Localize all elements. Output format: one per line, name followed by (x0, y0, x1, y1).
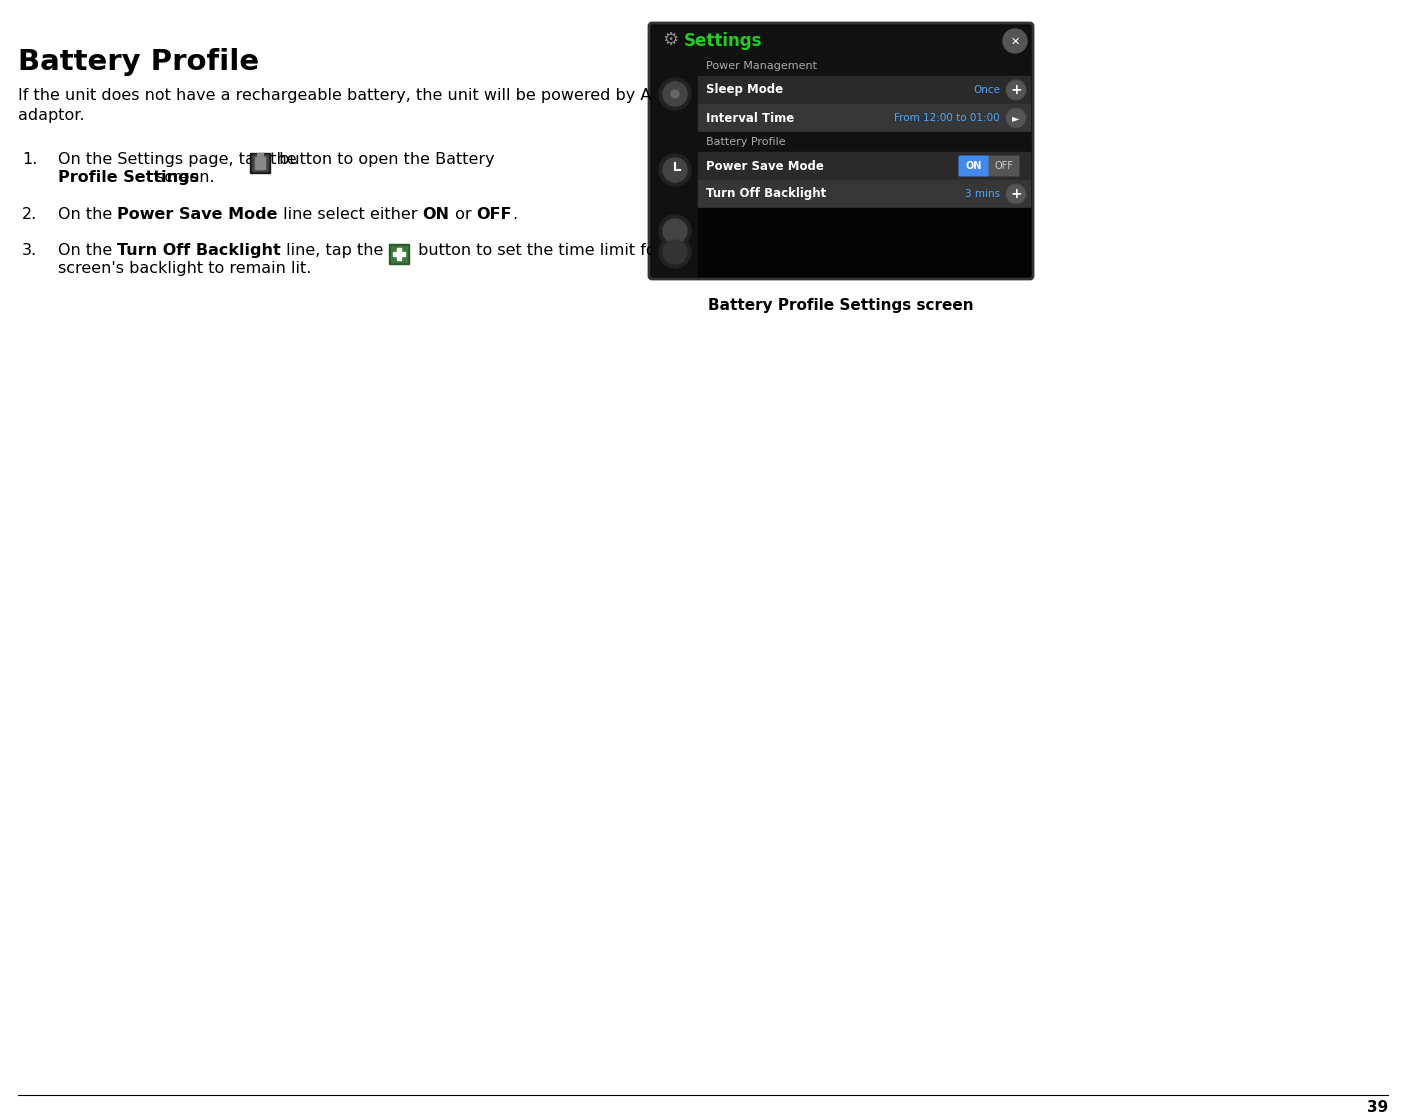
Circle shape (1007, 108, 1026, 128)
Text: ON: ON (422, 207, 450, 222)
Bar (697, 208, 1031, 276)
Bar (388, 244, 409, 264)
Text: Battery Profile Settings screen: Battery Profile Settings screen (709, 298, 974, 313)
Text: ON: ON (966, 161, 983, 171)
Text: +: + (1010, 83, 1022, 97)
Text: button to set the time limit for the: button to set the time limit for the (412, 244, 693, 258)
Text: Once: Once (973, 85, 1000, 95)
Bar (652, 26, 1031, 56)
Text: From 12:00 to 01:00: From 12:00 to 01:00 (894, 113, 1000, 123)
Text: or: or (450, 207, 477, 222)
Circle shape (1007, 109, 1025, 127)
Text: 1.: 1. (22, 152, 38, 168)
Text: screen.: screen. (150, 170, 215, 185)
Circle shape (664, 157, 688, 182)
Bar (697, 76, 1031, 104)
Text: If the unit does not have a rechargeable battery, the unit will be powered by AC: If the unit does not have a rechargeable… (18, 88, 662, 123)
Text: Power Save Mode: Power Save Mode (117, 207, 278, 222)
Circle shape (664, 82, 688, 106)
Circle shape (664, 240, 688, 264)
Text: OFF: OFF (994, 161, 1014, 171)
Bar (252, 155, 269, 171)
FancyBboxPatch shape (959, 155, 990, 176)
Bar (697, 152, 1031, 180)
Text: Power Management: Power Management (706, 61, 817, 71)
Text: Profile Settings: Profile Settings (58, 170, 200, 185)
Text: 39: 39 (1367, 1100, 1388, 1115)
Text: ✕: ✕ (1011, 37, 1019, 47)
Text: Battery Profile: Battery Profile (706, 137, 786, 147)
Circle shape (1007, 184, 1026, 204)
Text: 2.: 2. (22, 207, 37, 222)
Text: Turn Off Backlight: Turn Off Backlight (117, 244, 281, 258)
Bar (391, 246, 406, 262)
Text: line, tap the: line, tap the (281, 244, 388, 258)
Text: OFF: OFF (477, 207, 512, 222)
Bar (697, 180, 1031, 208)
Bar (697, 104, 1031, 132)
Text: Sleep Mode: Sleep Mode (706, 84, 783, 96)
Bar (697, 56, 1031, 76)
Text: 3.: 3. (22, 244, 37, 258)
Text: Settings: Settings (683, 32, 762, 50)
Bar (250, 153, 270, 173)
Bar (257, 153, 263, 156)
Circle shape (671, 90, 679, 98)
Bar (254, 157, 264, 169)
Bar (396, 248, 401, 260)
Text: .: . (512, 207, 517, 222)
Text: line select either: line select either (278, 207, 422, 222)
FancyBboxPatch shape (650, 23, 1033, 279)
Text: Turn Off Backlight: Turn Off Backlight (706, 188, 827, 200)
Bar (697, 56, 1031, 276)
Text: Battery Profile: Battery Profile (18, 48, 259, 76)
Circle shape (1007, 80, 1026, 101)
Text: On the: On the (58, 244, 117, 258)
Text: On the: On the (58, 207, 117, 222)
Circle shape (659, 236, 690, 268)
Text: button to open the Battery: button to open the Battery (274, 152, 499, 168)
Text: 3 mins: 3 mins (965, 189, 1000, 199)
Text: +: + (1010, 187, 1022, 201)
Bar (652, 56, 697, 276)
Text: screen's backlight to remain lit.: screen's backlight to remain lit. (58, 261, 311, 276)
Text: On the Settings page, tap the: On the Settings page, tap the (58, 152, 302, 168)
Bar (697, 132, 1031, 152)
FancyBboxPatch shape (988, 155, 1019, 176)
Circle shape (1002, 29, 1026, 52)
Circle shape (659, 214, 690, 247)
Text: Power Save Mode: Power Save Mode (706, 160, 824, 172)
Circle shape (659, 154, 690, 187)
Text: ⚙: ⚙ (662, 31, 678, 49)
Text: Interval Time: Interval Time (706, 112, 794, 124)
Bar (392, 252, 405, 256)
Circle shape (659, 78, 690, 109)
Circle shape (664, 219, 688, 244)
Text: ►: ► (1012, 113, 1019, 123)
Circle shape (1007, 82, 1025, 99)
Circle shape (1007, 185, 1025, 203)
